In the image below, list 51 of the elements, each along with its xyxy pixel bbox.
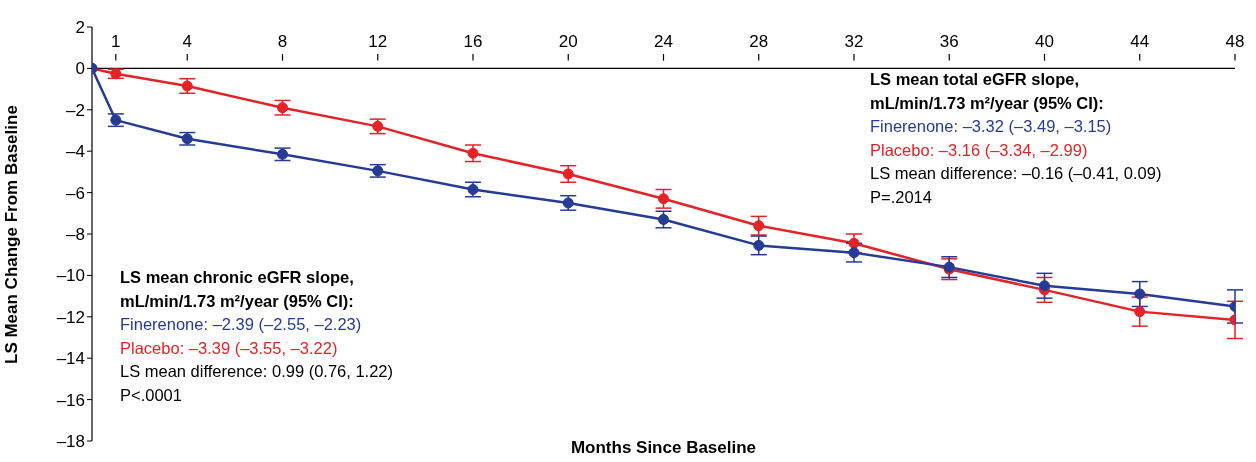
annotation: mL/min/1.73 m²/year (95% CI):	[120, 290, 355, 312]
point	[658, 193, 669, 205]
x-tick-label: 20	[558, 32, 578, 51]
y-axis-title: LS Mean Change From Baseline	[2, 105, 22, 364]
y-tick-label: –16	[56, 390, 85, 410]
annotation: LS mean difference: 0.99 (0.76, 1.22)	[120, 361, 394, 382]
point	[753, 220, 765, 232]
annotation: mL/min/1.73 m²/year (95% CI):	[870, 92, 1105, 114]
y-tick-label: –12	[56, 307, 85, 327]
point	[1134, 288, 1146, 300]
point	[277, 148, 288, 160]
x-tick-label: 24	[654, 32, 673, 51]
annotation: LS mean total eGFR slope,	[870, 69, 1081, 90]
x-tick-label: 16	[463, 32, 483, 51]
y-tick-label: 0	[75, 59, 85, 79]
annotation: Placebo: –3.16 (–3.34, –2.99)	[870, 139, 1089, 161]
point	[753, 239, 765, 251]
point	[848, 247, 860, 259]
x-tick-label: 1	[111, 32, 121, 51]
point	[277, 102, 288, 114]
x-tick-label: 32	[844, 32, 864, 51]
annotation: P=.2014	[870, 186, 933, 208]
x-tick-label: 8	[277, 32, 288, 51]
y-tick-label: –2	[66, 100, 85, 120]
y-tick-label: –4	[66, 142, 85, 162]
x-tick-label: 36	[939, 32, 959, 51]
y-tick-label: –8	[66, 225, 85, 245]
point	[1134, 306, 1146, 318]
y-tick-label: –10	[56, 266, 85, 286]
point	[658, 214, 669, 226]
x-tick-label: 12	[368, 32, 388, 51]
annotation: Finerenone: –3.32 (–3.49, –3.15)	[870, 116, 1113, 137]
y-tick-label: –18	[56, 432, 85, 452]
x-tick-label: 48	[1225, 32, 1245, 51]
x-tick-label: 28	[749, 32, 769, 51]
annotation: Finerenone: –2.39 (–2.55, –2.23)	[120, 314, 363, 335]
x-tick-label: 40	[1035, 32, 1054, 51]
point	[1039, 280, 1050, 292]
x-axis-title: Months Since Baseline	[569, 438, 758, 458]
annotation: LS mean chronic eGFR slope,	[120, 267, 355, 288]
point	[467, 147, 479, 159]
annotation: P<.0001	[120, 384, 183, 406]
point	[562, 168, 574, 180]
x-tick-label: 4	[182, 32, 192, 51]
annotation: Placebo: –3.39 (–3.55, –3.22)	[120, 337, 339, 359]
annotation: LS mean difference: –0.16 (–0.41, 0.09)	[870, 163, 1162, 184]
y-tick-label: –14	[56, 349, 85, 369]
y-tick-label: –6	[66, 183, 85, 203]
point	[848, 237, 860, 249]
y-tick-label: 2	[75, 18, 85, 38]
x-tick-label: 44	[1130, 32, 1150, 51]
